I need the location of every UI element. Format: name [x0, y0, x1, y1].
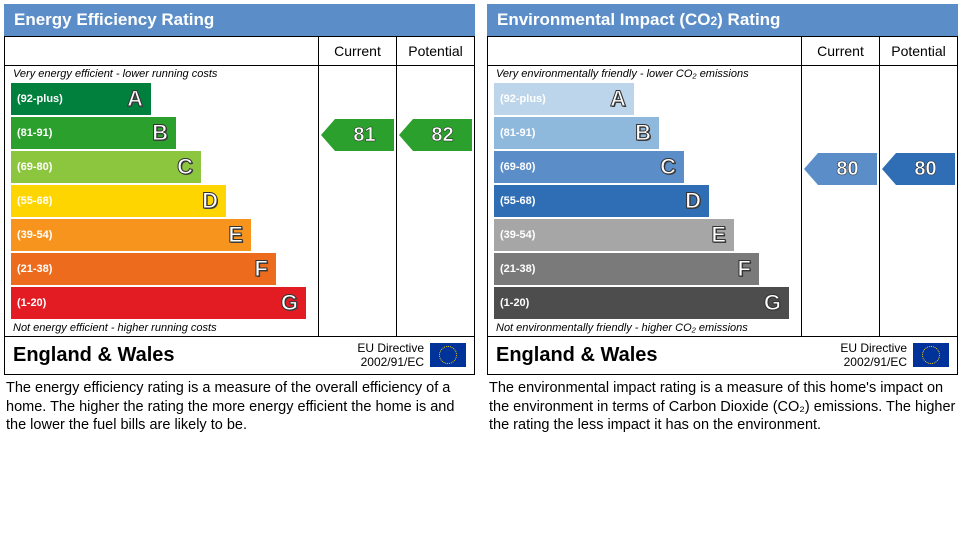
col-current: Current [318, 36, 396, 65]
top-caption: Very environmentally friendly - lower CO… [488, 66, 801, 82]
band-letter: F [255, 256, 268, 282]
col-potential: Potential [879, 36, 957, 65]
region-label: England & Wales [496, 344, 840, 367]
band-letter: D [202, 188, 218, 214]
band-bar: (92-plus)A [494, 83, 634, 115]
col-bands [5, 36, 318, 65]
band-letter: F [738, 256, 751, 282]
band-bar: (81-91)B [11, 117, 176, 149]
band-row-b: (81-91)B [488, 116, 801, 150]
potential-cell: 82 [396, 65, 474, 336]
arrow-head-icon [804, 153, 818, 185]
band-range: (21-38) [500, 263, 759, 275]
band-bar: (69-80)C [494, 151, 684, 183]
band-range: (69-80) [500, 161, 684, 173]
band-row-g: (1-20)G [5, 286, 318, 320]
current-cell: 80 [801, 65, 879, 336]
band-letter: C [660, 154, 676, 180]
band-letter: B [152, 120, 168, 146]
potential-arrow: 80 [882, 153, 955, 185]
col-bands [488, 36, 801, 65]
band-bar: (55-68)D [11, 185, 226, 217]
bands-area: Very environmentally friendly - lower CO… [488, 65, 801, 336]
band-row-f: (21-38)F [488, 252, 801, 286]
band-bar: (1-20)G [494, 287, 789, 319]
bands-area: Very energy efficient - lower running co… [5, 65, 318, 336]
energy-efficiency-panel: Energy Efficiency RatingCurrentPotential… [4, 4, 475, 536]
panel-title: Environmental Impact (CO2) Rating [487, 4, 958, 36]
panel-title: Energy Efficiency Rating [4, 4, 475, 36]
current-arrow: 81 [321, 119, 394, 151]
band-range: (1-20) [500, 297, 789, 309]
potential-arrow: 82 [399, 119, 472, 151]
potential-value: 82 [413, 119, 472, 151]
panel-description: The environmental impact rating is a mea… [487, 375, 958, 436]
rating-table: CurrentPotential Very energy efficient - … [4, 36, 475, 375]
band-bar: (69-80)C [11, 151, 201, 183]
band-row-g: (1-20)G [488, 286, 801, 320]
band-letter: B [635, 120, 651, 146]
band-letter: E [228, 222, 243, 248]
directive-label: EU Directive2002/91/EC [357, 341, 424, 370]
band-range: (55-68) [500, 195, 709, 207]
band-bar: (21-38)F [494, 253, 759, 285]
band-bar: (21-38)F [11, 253, 276, 285]
panel-description: The energy efficiency rating is a measur… [4, 375, 475, 436]
band-range: (1-20) [17, 297, 306, 309]
potential-value: 80 [896, 153, 955, 185]
band-row-d: (55-68)D [5, 184, 318, 218]
eu-flag-icon [913, 343, 949, 367]
band-range: (69-80) [17, 161, 201, 173]
current-value: 80 [818, 153, 877, 185]
band-row-b: (81-91)B [5, 116, 318, 150]
arrow-head-icon [321, 119, 335, 151]
band-letter: D [685, 188, 701, 214]
directive-label: EU Directive2002/91/EC [840, 341, 907, 370]
col-potential: Potential [396, 36, 474, 65]
eu-flag-icon [430, 343, 466, 367]
bottom-caption: Not energy efficient - higher running co… [5, 320, 318, 336]
footer-row: England & WalesEU Directive2002/91/EC [5, 336, 474, 374]
current-arrow: 80 [804, 153, 877, 185]
top-caption: Very energy efficient - lower running co… [5, 66, 318, 82]
band-range: (55-68) [17, 195, 226, 207]
band-letter: G [281, 290, 298, 316]
current-value: 81 [335, 119, 394, 151]
col-current: Current [801, 36, 879, 65]
potential-cell: 80 [879, 65, 957, 336]
region-label: England & Wales [13, 344, 357, 367]
bottom-caption: Not environmentally friendly - higher CO… [488, 320, 801, 336]
arrow-head-icon [882, 153, 896, 185]
band-range: (21-38) [17, 263, 276, 275]
band-row-e: (39-54)E [5, 218, 318, 252]
band-row-a: (92-plus)A [5, 82, 318, 116]
band-range: (39-54) [500, 229, 734, 241]
band-range: (39-54) [17, 229, 251, 241]
rating-table: CurrentPotential Very environmentally fri… [487, 36, 958, 375]
band-row-c: (69-80)C [5, 150, 318, 184]
band-row-c: (69-80)C [488, 150, 801, 184]
arrow-head-icon [399, 119, 413, 151]
band-letter: A [610, 86, 626, 112]
band-row-e: (39-54)E [488, 218, 801, 252]
band-bar: (39-54)E [11, 219, 251, 251]
band-bar: (92-plus)A [11, 83, 151, 115]
band-letter: C [177, 154, 193, 180]
band-row-d: (55-68)D [488, 184, 801, 218]
band-letter: E [711, 222, 726, 248]
band-bar: (81-91)B [494, 117, 659, 149]
current-cell: 81 [318, 65, 396, 336]
footer-row: England & WalesEU Directive2002/91/EC [488, 336, 957, 374]
band-bar: (39-54)E [494, 219, 734, 251]
band-row-f: (21-38)F [5, 252, 318, 286]
band-bar: (1-20)G [11, 287, 306, 319]
band-letter: G [764, 290, 781, 316]
environmental-impact-panel: Environmental Impact (CO2) RatingCurrent… [487, 4, 958, 536]
band-letter: A [127, 86, 143, 112]
band-bar: (55-68)D [494, 185, 709, 217]
band-row-a: (92-plus)A [488, 82, 801, 116]
